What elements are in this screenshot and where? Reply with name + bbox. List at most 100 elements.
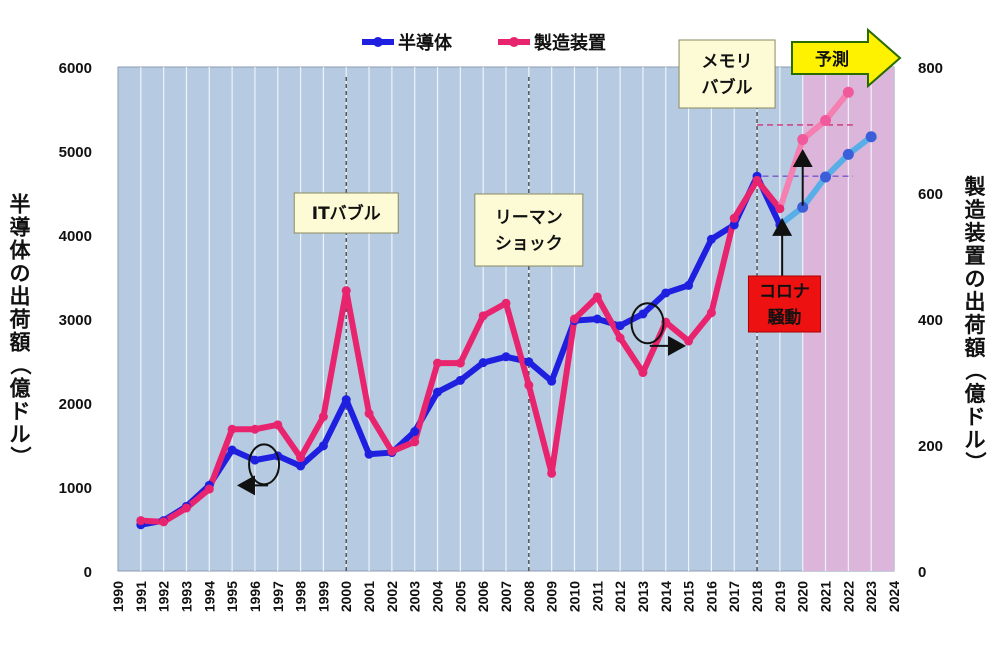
point-equipment (250, 424, 260, 434)
y-right-title-char: 造 (965, 198, 987, 222)
y-left-tick: 1000 (59, 480, 92, 497)
point-equipment (455, 358, 465, 368)
annotation-it-bubble-box (293, 192, 399, 234)
point-equipment (592, 292, 602, 302)
forecast-line-equipment (776, 89, 852, 212)
x-tick: 2017 (726, 581, 742, 612)
x-tick: 2011 (589, 581, 605, 612)
point-semiconductor (501, 352, 511, 362)
point-semiconductor (478, 358, 488, 368)
point-semiconductor (433, 387, 443, 397)
x-tick: 2022 (840, 581, 856, 612)
point-equipment (387, 446, 397, 456)
x-tick: 2016 (703, 581, 719, 612)
y-left-title-char: ル (10, 423, 31, 447)
point-semiconductor (661, 288, 671, 298)
point-equipment (181, 503, 191, 513)
point-semiconductor (706, 234, 716, 244)
annotation-covid-text: 騒動 (767, 307, 801, 328)
x-tick: 1992 (156, 581, 172, 612)
y-left-title-char: 億 (10, 377, 31, 401)
annotation-memory-bubble-box (678, 39, 776, 109)
point-semiconductor (638, 309, 648, 319)
point-equipment (706, 308, 716, 318)
x-tick: 1998 (293, 581, 309, 612)
forecast-label: 予測 (815, 49, 849, 70)
x-tick: 2003 (407, 581, 423, 612)
point-equipment (341, 286, 351, 296)
point-equipment (273, 420, 283, 430)
x-tick: 2001 (361, 581, 377, 612)
point-semiconductor (547, 376, 557, 386)
x-tick: 2007 (498, 581, 514, 612)
point-semiconductor (410, 427, 420, 437)
point-semiconductor (227, 445, 237, 455)
x-tick: 1996 (247, 581, 263, 612)
forecast-point-semiconductor (865, 131, 877, 143)
y-left-tick: 4000 (59, 228, 92, 245)
point-equipment (501, 298, 511, 308)
x-tick: 2018 (749, 581, 765, 612)
point-equipment (318, 412, 328, 422)
annotation-lehman-shock-text: リーマン (495, 208, 563, 228)
y-right-title-char: ） (963, 452, 987, 473)
y-left-title-char: 半 (10, 193, 31, 217)
point-equipment (775, 204, 785, 214)
point-equipment (752, 175, 762, 185)
x-tick: 1991 (133, 581, 149, 612)
x-tick: 2023 (863, 581, 879, 612)
x-tick: 2013 (635, 581, 651, 612)
y-right-title-char: 億 (965, 382, 986, 406)
point-semiconductor (341, 395, 351, 405)
point-equipment (296, 453, 306, 463)
y-left-title-char: 導 (10, 216, 31, 240)
point-equipment (159, 517, 169, 527)
point-semiconductor (592, 314, 602, 324)
x-tick: 2015 (681, 581, 697, 612)
annotation-lehman-shock-box (474, 193, 584, 267)
y-left-tick: 5000 (59, 144, 92, 161)
y-left-title-char: 額 (9, 331, 31, 355)
point-semiconductor (729, 220, 739, 230)
forecast-arrow (791, 27, 902, 89)
x-tick: 1999 (315, 581, 331, 612)
y-left-title-char: ） (8, 446, 32, 467)
point-equipment (433, 358, 443, 368)
y-right-tick: 400 (918, 312, 943, 329)
x-tick: 1993 (178, 581, 194, 612)
point-semiconductor (615, 321, 625, 331)
y-right-title-char: （ (963, 360, 987, 381)
point-equipment (410, 437, 420, 447)
point-semiconductor (250, 455, 260, 465)
x-tick: 2006 (475, 581, 491, 612)
point-equipment (478, 311, 488, 321)
y-right-title-char: 額 (964, 336, 986, 360)
y-right-title-char: 荷 (965, 313, 986, 337)
x-tick: 1990 (110, 581, 126, 612)
forecast-point-equipment (820, 115, 832, 127)
y-left-title-char: ド (10, 400, 31, 424)
point-semiconductor (364, 449, 374, 459)
x-tick: 2008 (521, 581, 537, 612)
point-semiconductor (296, 461, 306, 471)
y-right-title-char: ル (965, 428, 986, 452)
point-equipment (684, 336, 694, 346)
point-equipment (569, 314, 579, 324)
annotation-memory-bubble-text: バブル (702, 77, 753, 98)
x-tick: 2019 (772, 581, 788, 612)
x-tick: 2000 (338, 581, 354, 612)
x-tick: 2020 (795, 581, 811, 612)
x-axis: 1990 1991 1992 1993 1994 1995 1996 1997 1998 1999… (110, 581, 902, 612)
forecast-point-semiconductor (797, 201, 809, 213)
x-tick: 2021 (818, 581, 834, 612)
y-left-tick: 0 (84, 564, 92, 581)
annotation-lehman-shock-text: ショック (495, 234, 563, 254)
annotation-covid-text: コロナ (759, 282, 810, 302)
x-tick: 2010 (566, 581, 582, 612)
forecast-point-equipment (842, 86, 854, 98)
x-tick: 2004 (430, 581, 446, 612)
legend-label-equipment: 製造装置 (533, 32, 606, 54)
y-left-title-char: の (10, 262, 31, 286)
